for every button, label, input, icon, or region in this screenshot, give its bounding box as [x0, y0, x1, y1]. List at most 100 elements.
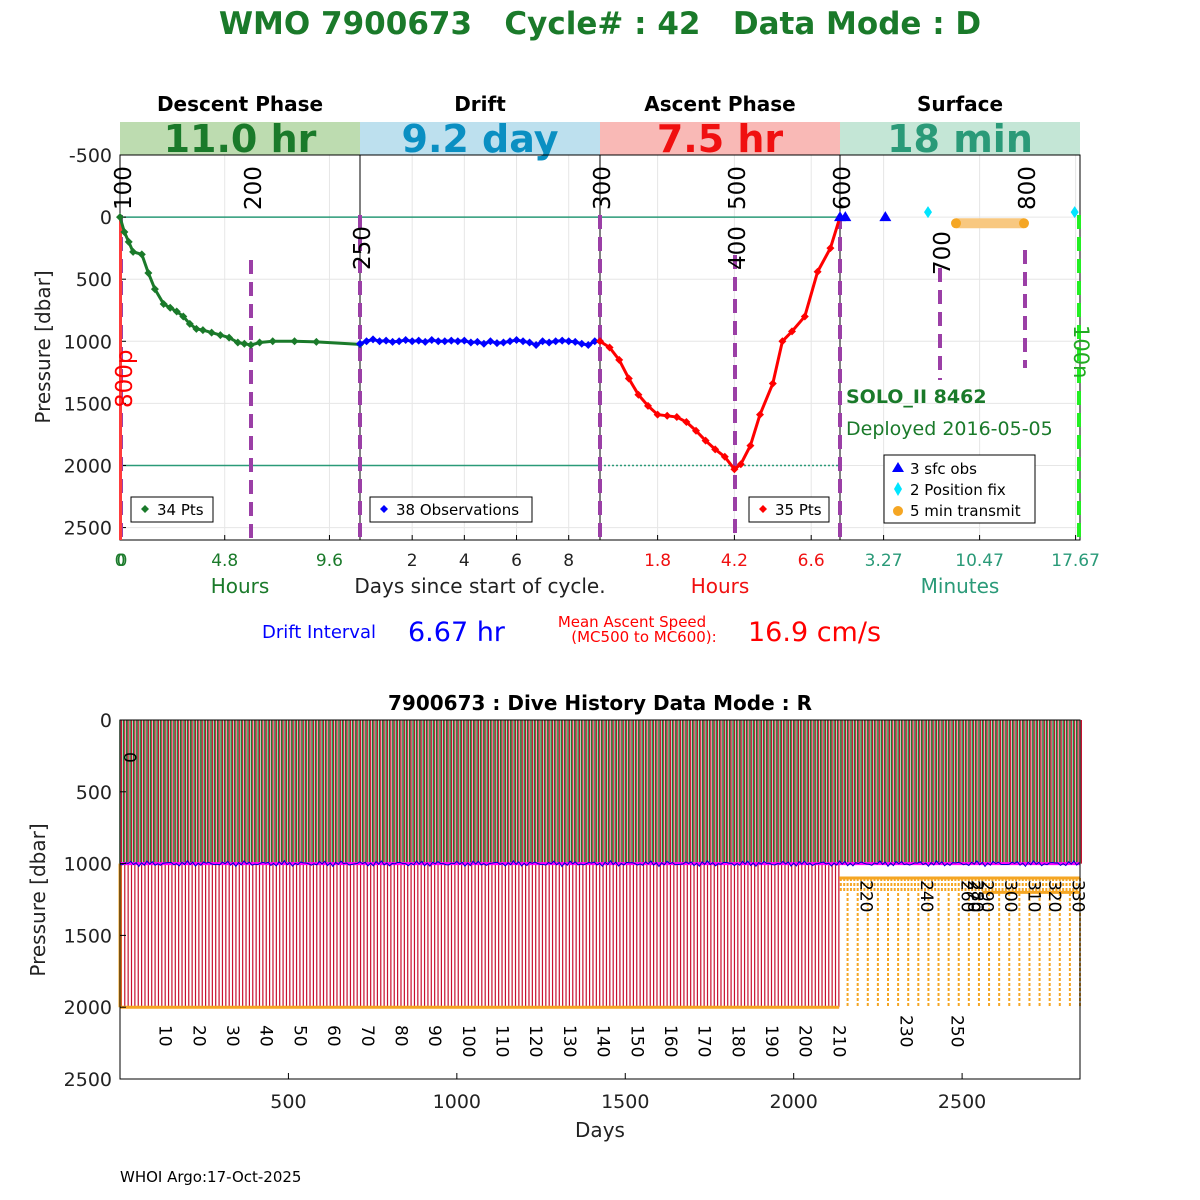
x-tick-label: 0 [117, 551, 128, 571]
y-tick-label: 2500 [64, 1069, 112, 1091]
drift-legend [369, 496, 533, 523]
y-tick-label: 1500 [64, 925, 112, 947]
cycle-label: 300 [1000, 880, 1020, 912]
ascent-point [692, 426, 700, 435]
descent-point [240, 339, 249, 348]
x-axis-label: Hours [691, 574, 750, 598]
ascent-point [653, 410, 662, 419]
surface-legend-label: 3 sfc obs [910, 460, 977, 478]
y-axis-label: Pressure [dbar] [26, 823, 50, 976]
descent-point [192, 324, 201, 333]
cycle-label: 50 [289, 1025, 309, 1047]
ascent-point [756, 410, 764, 419]
ascent-point [701, 436, 710, 445]
cycle-label: 90 [424, 1025, 444, 1047]
mission-marker-label: 100 [111, 166, 137, 210]
cycle-label: 140 [593, 1025, 613, 1057]
cycle-label: 20 [188, 1025, 208, 1047]
transmit-point [951, 218, 961, 229]
drift-point [473, 337, 482, 346]
cycle-label: 110 [492, 1025, 512, 1057]
descent-point [312, 337, 321, 346]
descent-point [185, 319, 194, 328]
transmit-point [1019, 218, 1029, 229]
drift-point [447, 336, 456, 345]
y-tick-label: 1000 [64, 854, 112, 876]
cycle-label: 180 [727, 1025, 747, 1057]
x-tick-label: 1.8 [644, 551, 671, 571]
drift-point [453, 337, 462, 346]
cycle-label: 220 [855, 880, 875, 912]
sfc-obs-point [839, 211, 852, 222]
cycle-label: 150 [626, 1025, 646, 1057]
descent-point [207, 328, 216, 337]
x-axis-label: Hours [211, 574, 270, 598]
ascent-point [711, 445, 720, 454]
y-tick-label: 0 [100, 710, 112, 732]
cycle-label: 260 [956, 880, 976, 912]
drift-point [558, 336, 567, 345]
descent-line [118, 216, 361, 347]
ascent-legend-marker [759, 505, 767, 513]
main-title: WMO 7900673 Cycle# : 42 Data Mode : D [219, 6, 981, 42]
ascent-point [720, 452, 729, 461]
x-axis-label: Days [575, 1118, 625, 1142]
cycle-label: 30 [222, 1025, 242, 1047]
mission-marker-800p-label: 800p [112, 350, 138, 409]
ascent-point [730, 465, 739, 474]
drift-point [479, 339, 488, 348]
drift-legend-label: 38 Observations [396, 501, 519, 519]
cycle-label: 310 [1024, 880, 1044, 912]
drift-point [538, 337, 547, 346]
ascent-speed-value: 16.9 cm/s [748, 617, 881, 648]
drift-point [512, 336, 521, 345]
phase-duration: 9.2 day [402, 117, 559, 161]
drift-interval-label: Drift Interval [262, 622, 376, 643]
descent-point [166, 303, 175, 312]
drift-point [362, 337, 371, 346]
cycle-label: 250 [946, 1015, 966, 1047]
cycle-label: 130 [559, 1025, 579, 1057]
ascent-point [672, 413, 681, 422]
drift-point [499, 338, 508, 347]
descent-point [246, 341, 255, 350]
drift-point [506, 337, 514, 346]
cycle-label: 80 [390, 1025, 410, 1047]
x-tick-label: 2500 [938, 1091, 986, 1113]
x-tick-label: 8 [563, 551, 574, 571]
ascent-point [813, 267, 822, 276]
drift-point [408, 337, 417, 346]
x-tick-label: 17.67 [1051, 551, 1100, 571]
drift-point [486, 337, 495, 346]
descent-point [159, 300, 168, 309]
cycle-label: 280 [966, 880, 986, 912]
cycle-label: 0 [119, 752, 139, 763]
cycle-label: 100 [458, 1025, 478, 1057]
mission-marker-label: 700 [930, 231, 956, 275]
park-pressure-trace [119, 859, 1080, 868]
x-tick-label: 4.8 [211, 551, 238, 571]
y-tick-label: 500 [76, 782, 112, 804]
drift-point [525, 338, 534, 347]
drift-summary: Drift Interval 6.67 hr Mean Ascent Speed… [262, 613, 881, 648]
ascent-point [615, 355, 624, 364]
mission-marker-label: 300 [590, 166, 616, 210]
drift-point [545, 338, 554, 347]
drift-point [492, 339, 501, 348]
x-tick-label: 0 [115, 551, 126, 571]
cycle-label: 320 [1044, 880, 1064, 912]
y-tick-label: 2000 [64, 455, 112, 477]
drift-point [388, 337, 397, 346]
descent-point [179, 312, 188, 321]
cycle-label: 270 [963, 880, 983, 912]
y-axis-label: Pressure [dbar] [31, 270, 55, 423]
mission-marker-label: 600 [830, 166, 856, 210]
descent-legend-label: 34 Pts [157, 501, 204, 519]
position-fix-point [924, 206, 932, 219]
cycle-label: 60 [323, 1025, 343, 1047]
float-deployed: Deployed 2016-05-05 [846, 418, 1053, 440]
surface-legend-label: 5 min transmit [910, 502, 1021, 520]
descent-point [225, 333, 234, 342]
